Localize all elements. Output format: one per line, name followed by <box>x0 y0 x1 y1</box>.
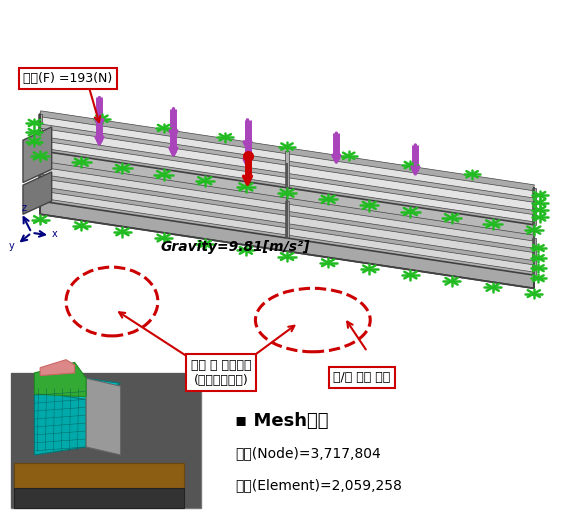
Text: y: y <box>9 241 14 251</box>
Polygon shape <box>38 114 42 151</box>
Text: 요소(Element)=2,059,258: 요소(Element)=2,059,258 <box>235 478 402 492</box>
Text: 절점(Node)=3,717,804: 절점(Node)=3,717,804 <box>235 446 381 461</box>
Text: 좌/우 대칭 조건: 좌/우 대칭 조건 <box>333 371 390 384</box>
Polygon shape <box>287 176 534 225</box>
Polygon shape <box>34 362 86 397</box>
Polygon shape <box>40 174 534 252</box>
Polygon shape <box>532 188 536 225</box>
Polygon shape <box>40 201 534 288</box>
Polygon shape <box>40 151 534 238</box>
FancyBboxPatch shape <box>11 373 201 508</box>
Polygon shape <box>40 187 534 265</box>
Polygon shape <box>86 378 121 455</box>
Polygon shape <box>23 172 52 214</box>
Polygon shape <box>40 198 534 278</box>
Polygon shape <box>34 376 121 399</box>
Polygon shape <box>40 126 287 176</box>
Polygon shape <box>40 136 534 215</box>
Polygon shape <box>40 164 534 275</box>
Polygon shape <box>285 151 289 188</box>
Text: ▪ Mesh조건: ▪ Mesh조건 <box>235 412 329 430</box>
Polygon shape <box>40 161 534 241</box>
Text: Gravity=9.81[m/s²]: Gravity=9.81[m/s²] <box>161 240 310 254</box>
Polygon shape <box>40 148 534 228</box>
Text: 하중(F) =193(N): 하중(F) =193(N) <box>23 72 112 85</box>
Polygon shape <box>23 127 52 183</box>
Polygon shape <box>287 151 534 200</box>
Text: z: z <box>21 203 26 213</box>
Polygon shape <box>14 463 184 489</box>
Polygon shape <box>285 201 289 238</box>
FancyBboxPatch shape <box>11 373 201 508</box>
Polygon shape <box>40 111 534 191</box>
Polygon shape <box>34 378 86 455</box>
Polygon shape <box>287 163 534 213</box>
Polygon shape <box>532 238 536 275</box>
Polygon shape <box>40 124 534 202</box>
Polygon shape <box>14 488 184 508</box>
Polygon shape <box>38 164 42 201</box>
Text: x: x <box>52 229 57 239</box>
Polygon shape <box>40 114 534 225</box>
Polygon shape <box>40 139 287 188</box>
Polygon shape <box>40 114 287 163</box>
Polygon shape <box>40 360 75 376</box>
Text: 바닥 면 구속조건
(수직방향고정): 바닥 면 구속조건 (수직방향고정) <box>191 359 251 387</box>
